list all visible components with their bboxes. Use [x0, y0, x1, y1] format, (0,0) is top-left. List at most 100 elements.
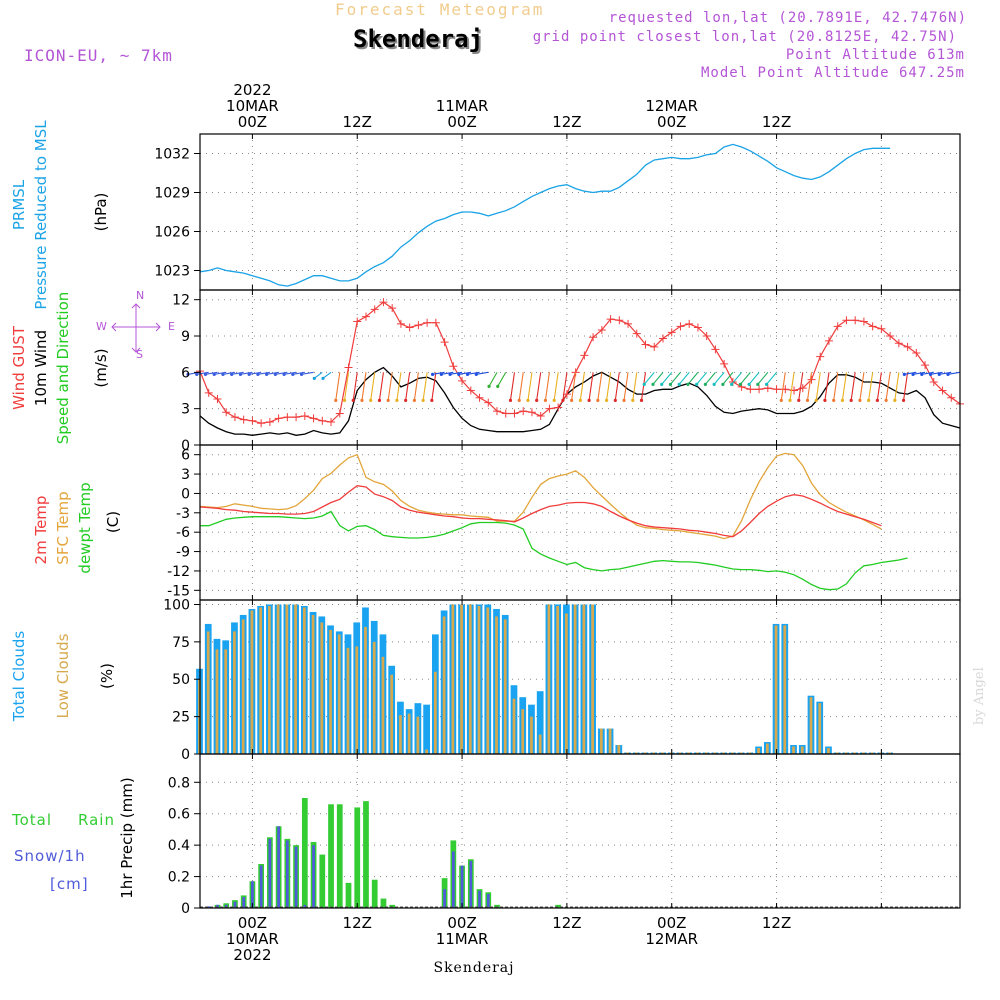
- time-label-top: 2022: [233, 81, 271, 99]
- snow-bar: [451, 851, 455, 908]
- wind-arrow-head: [487, 384, 491, 388]
- gust-marker: [641, 340, 650, 349]
- wind-arrow: [405, 372, 411, 401]
- wind-arrow-head: [212, 372, 216, 376]
- gust-marker: [676, 322, 685, 331]
- gust-marker: [257, 419, 266, 428]
- low-clouds-bar: [704, 752, 708, 754]
- gust-marker: [510, 409, 519, 418]
- wind-arrow: [868, 372, 874, 401]
- watermark: by Angel: [972, 667, 987, 725]
- low-clouds-bar: [652, 752, 656, 754]
- label-prmsl: PRMSL: [10, 179, 28, 230]
- wind-arrow-head: [496, 384, 500, 388]
- wind-arrow: [704, 371, 716, 385]
- gust-marker: [423, 318, 432, 327]
- rain-bar: [354, 807, 361, 908]
- wind-arrow-head: [238, 372, 243, 376]
- wind-arrow-head: [867, 398, 871, 402]
- low-clouds-bar: [442, 616, 446, 754]
- model-altitude: Model Point Altitude 647.25m: [700, 65, 965, 81]
- time-label-top: 12Z: [343, 113, 372, 131]
- wind-arrow: [313, 371, 323, 379]
- label-dewpt-temp: dewpt Temp: [76, 482, 94, 573]
- snow-bar: [285, 840, 289, 908]
- wind-arrow: [780, 372, 786, 401]
- model-label: ICON-EU, ~ 7km: [24, 46, 173, 65]
- wind-arrow: [713, 371, 725, 385]
- gust-marker: [536, 411, 545, 420]
- wind-arrow: [859, 372, 865, 401]
- gridlines: [200, 134, 960, 909]
- wind-arrow-head: [884, 398, 888, 402]
- gust-marker: [309, 414, 318, 423]
- ytick-label-wind: 12: [172, 293, 190, 309]
- gust-marker: [484, 398, 493, 407]
- snow-bar: [460, 865, 464, 908]
- wind-arrow: [739, 371, 751, 385]
- label-prmsl-desc: Pressure Reduced to MSL: [32, 120, 50, 310]
- time-label-top: 00Z: [657, 113, 686, 131]
- time-label-bottom: 12Z: [762, 914, 791, 932]
- wind-arrow-head: [570, 398, 574, 402]
- time-label-top: 12Z: [552, 113, 581, 131]
- wind-arrow: [544, 372, 550, 401]
- low-clouds-bar: [774, 625, 778, 754]
- gust-marker: [230, 413, 239, 422]
- gust-marker: [370, 305, 379, 314]
- snow-bar: [259, 865, 263, 908]
- wind-arrow: [396, 372, 402, 401]
- label-precip-unit: 1hr Precip (mm): [118, 777, 136, 898]
- wind-arrow: [588, 372, 594, 401]
- gust-marker: [475, 393, 484, 402]
- wind-arrow: [240, 371, 253, 375]
- low-clouds-bar: [888, 752, 891, 754]
- wind-arrow-head: [928, 372, 933, 376]
- wind-arrow-head: [256, 372, 260, 376]
- ytick-label-wind: 0: [181, 438, 190, 454]
- gust-marker: [204, 388, 213, 397]
- wind-arrow: [571, 372, 577, 401]
- ytick-label-temperature: -9: [176, 545, 190, 561]
- wind-arrow: [352, 372, 358, 401]
- wind-arrow: [266, 371, 279, 375]
- ytick-label-temperature: 3: [181, 467, 190, 483]
- wind-arrow: [921, 371, 934, 375]
- wind-arrow-head: [334, 398, 338, 402]
- low-clouds-bar: [206, 631, 210, 754]
- label-ms-unit: (m/s): [92, 348, 110, 387]
- low-clouds-bar: [477, 605, 481, 754]
- gust-marker: [667, 328, 676, 337]
- wind-arrow-head: [430, 398, 434, 402]
- wind-arrow: [904, 371, 917, 375]
- wind-arrow: [912, 371, 926, 375]
- wind-arrow-head: [535, 398, 539, 402]
- dewpt-line: [200, 510, 908, 591]
- gust-marker: [580, 351, 589, 360]
- time-label-bottom: 00Z: [238, 914, 267, 932]
- wind-arrow: [597, 372, 603, 401]
- gust-marker: [361, 312, 370, 321]
- gust-marker: [292, 413, 301, 422]
- requested-coords: requested lon,lat (20.7891E, 42.7476N): [608, 10, 967, 26]
- low-clouds-bar: [538, 734, 542, 754]
- gust-marker: [213, 394, 222, 403]
- ytick-label-temperature: -3: [176, 506, 190, 522]
- wind-arrow: [553, 372, 559, 401]
- low-clouds-bar: [661, 752, 664, 754]
- low-clouds-bar: [233, 631, 236, 754]
- wind-arrow-head: [814, 398, 818, 402]
- gust-marker: [335, 409, 344, 418]
- wind-arrow-head: [448, 372, 452, 376]
- ytick-label-precip: 0.2: [168, 870, 190, 886]
- wind-arrow: [284, 371, 297, 375]
- wind-arrow-head: [412, 398, 416, 402]
- wind-arrow: [413, 372, 419, 401]
- low-clouds-bar: [468, 604, 472, 754]
- low-clouds-bar: [215, 649, 219, 754]
- time-label-top: 00Z: [238, 113, 267, 131]
- wind-arrow: [632, 372, 638, 401]
- ytick-label-pressure: 1023: [154, 264, 190, 280]
- label-total-clouds: Total Clouds: [10, 631, 28, 723]
- gust-marker: [519, 407, 528, 416]
